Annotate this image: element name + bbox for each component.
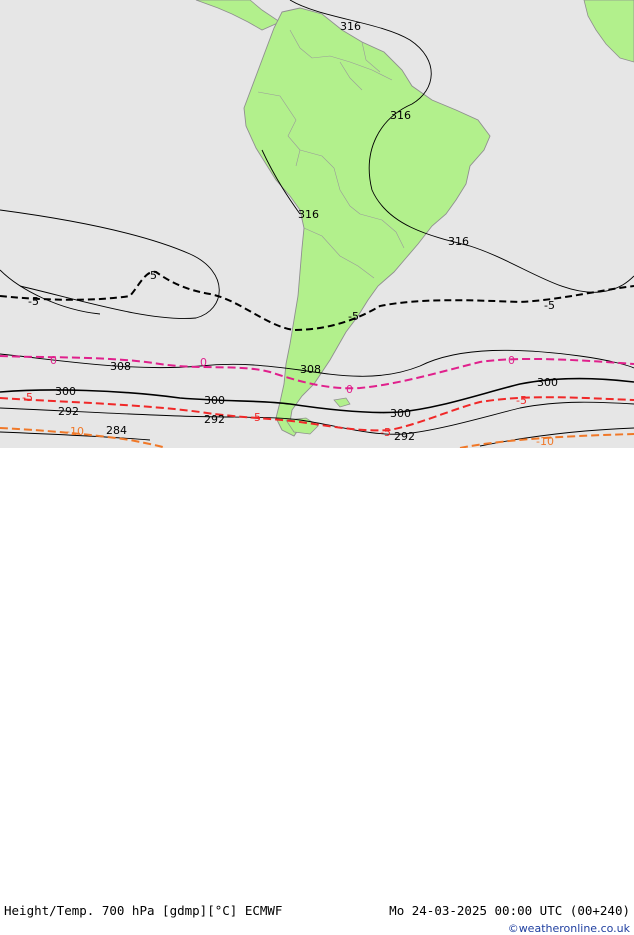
label-284: 284 — [106, 424, 127, 437]
label-minus10-east: -10 — [536, 435, 554, 448]
land-falklands — [333, 397, 351, 408]
label-300-west: 300 — [55, 385, 76, 398]
label-292-center: 292 — [204, 413, 225, 426]
label-308-center: 308 — [300, 363, 321, 376]
label-minus5s-center: -5 — [250, 411, 261, 424]
label-minus10-west: -10 — [66, 425, 84, 438]
label-minus5s-southeast: -5 — [380, 426, 391, 439]
land-central-america — [195, 0, 281, 31]
footer-bar: Height/Temp. 700 hPa [gdmp][°C] ECMWF Mo… — [0, 448, 634, 935]
map-caption: Height/Temp. 700 hPa [gdmp][°C] ECMWF — [4, 903, 283, 918]
label-316-east: 316 — [448, 235, 469, 248]
label-308-west: 308 — [110, 360, 131, 373]
label-0-east: 0 — [508, 354, 515, 367]
label-300-east: 300 — [537, 376, 558, 389]
label-0-center-west: 0 — [200, 356, 207, 369]
contour-loop-west — [0, 209, 220, 319]
land-south-america — [243, 7, 491, 437]
map-canvas: 316 316 316 316 308 308 300 300 300 300 … — [0, 0, 634, 448]
contour-284 — [0, 431, 151, 441]
isotherm-zero — [0, 355, 634, 390]
label-300-center: 300 — [204, 394, 225, 407]
contour-300 — [0, 377, 634, 414]
isotherm-minus10-west — [0, 427, 167, 448]
label-5-loop: 5 — [150, 269, 157, 282]
contour-left-ridge — [0, 269, 101, 315]
label-300-southeast: 300 — [390, 407, 411, 420]
valid-time: Mo 24-03-2025 00:00 UTC (00+240) — [389, 903, 630, 918]
label-292-east: 292 — [394, 430, 415, 443]
label-316-brazil: 316 — [390, 109, 411, 122]
contour-316-north — [289, 0, 634, 293]
isotherm-minus10-east — [459, 433, 634, 448]
contour-316-coast — [261, 149, 301, 215]
country-borders — [257, 29, 405, 279]
contour-308 — [0, 349, 634, 377]
label-316-chile: 316 — [298, 208, 319, 221]
label-316-top: 316 — [340, 20, 361, 33]
label-0-center: 0 — [346, 383, 353, 396]
label-292-west: 292 — [58, 405, 79, 418]
credit-link[interactable]: ©weatheronline.co.uk — [507, 922, 630, 935]
label-0-west: 0 — [50, 354, 57, 367]
label-minus5-east: -5 — [544, 299, 555, 312]
label-minus5s-west: -5 — [22, 391, 33, 404]
label-minus5-west: -5 — [28, 295, 39, 308]
height-contours — [0, 0, 634, 447]
label-minus5s-east: -5 — [516, 394, 527, 407]
land-africa — [583, 0, 634, 63]
label-minus5-center: -5 — [348, 310, 359, 323]
